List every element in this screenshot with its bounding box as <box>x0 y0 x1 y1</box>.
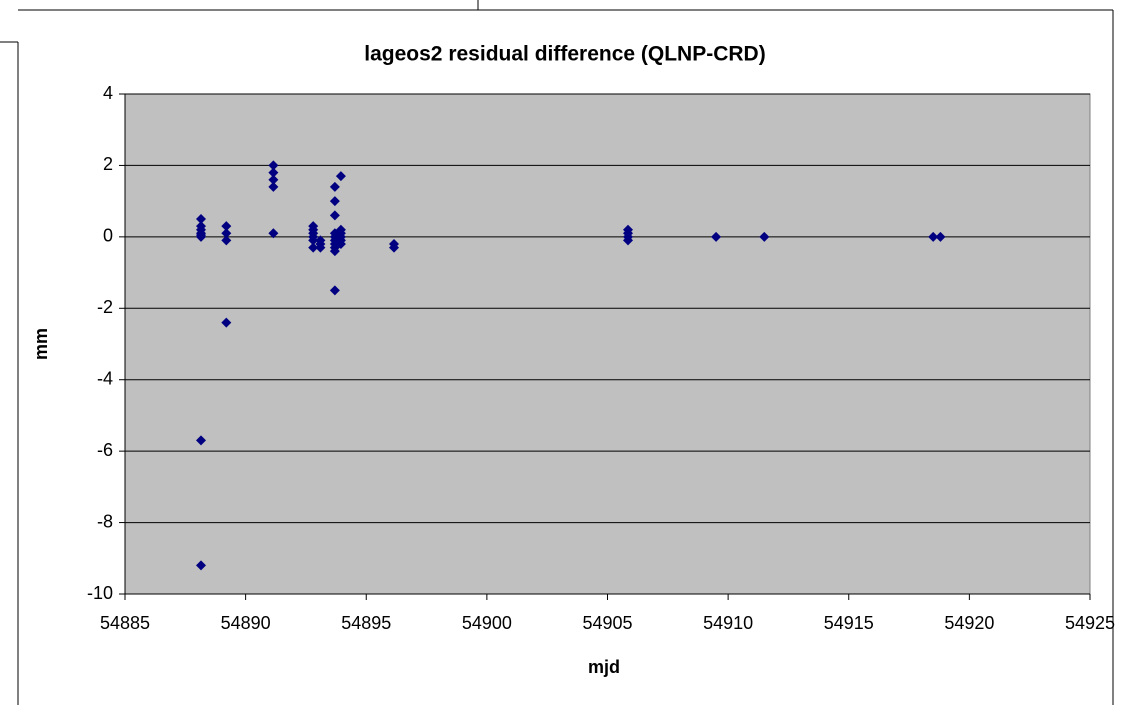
point <box>308 242 319 253</box>
y-tick-label: 2 <box>103 154 113 174</box>
x-tick-label: 54915 <box>824 613 874 633</box>
point <box>928 231 939 242</box>
point <box>315 239 326 249</box>
y-tick-label: -6 <box>97 440 113 460</box>
y-tick-label: -2 <box>97 297 113 317</box>
point <box>268 181 279 192</box>
point <box>221 221 232 232</box>
y-tick-label: -10 <box>87 583 113 603</box>
point <box>759 231 770 242</box>
x-tick-label: 54900 <box>462 613 512 633</box>
point <box>221 235 232 246</box>
y-tick-label: -8 <box>97 511 113 531</box>
point <box>195 230 206 241</box>
point <box>329 181 340 192</box>
point <box>335 171 346 182</box>
point <box>221 228 232 239</box>
point <box>268 174 279 185</box>
point <box>711 231 722 242</box>
point <box>221 317 232 328</box>
point <box>335 239 346 249</box>
point <box>195 560 206 571</box>
y-axis-label: mm <box>31 328 51 360</box>
point <box>268 228 279 239</box>
point <box>623 235 634 246</box>
point <box>388 242 399 253</box>
x-tick-label: 54920 <box>944 613 994 633</box>
point <box>329 196 340 207</box>
y-tick-label: -4 <box>97 368 113 388</box>
y-tick-label: 0 <box>103 226 113 246</box>
point <box>935 231 946 242</box>
point <box>329 246 340 257</box>
chart-title: lageos2 residual difference (QLNP-CRD) <box>364 43 765 66</box>
point <box>308 235 319 246</box>
point <box>329 285 340 296</box>
x-tick-label: 54925 <box>1065 613 1115 633</box>
x-tick-label: 54910 <box>703 613 753 633</box>
x-tick-label: 54895 <box>341 613 391 633</box>
point <box>195 214 206 224</box>
plot-area <box>124 93 1091 595</box>
x-axis-label: mjd <box>588 657 620 677</box>
point <box>268 167 279 178</box>
x-tick-label: 54885 <box>100 613 150 633</box>
x-tick-label: 54890 <box>221 613 271 633</box>
point <box>195 435 206 446</box>
point <box>268 160 279 171</box>
point <box>329 210 340 221</box>
y-tick-label: 4 <box>103 83 113 103</box>
x-tick-label: 54905 <box>582 613 632 633</box>
